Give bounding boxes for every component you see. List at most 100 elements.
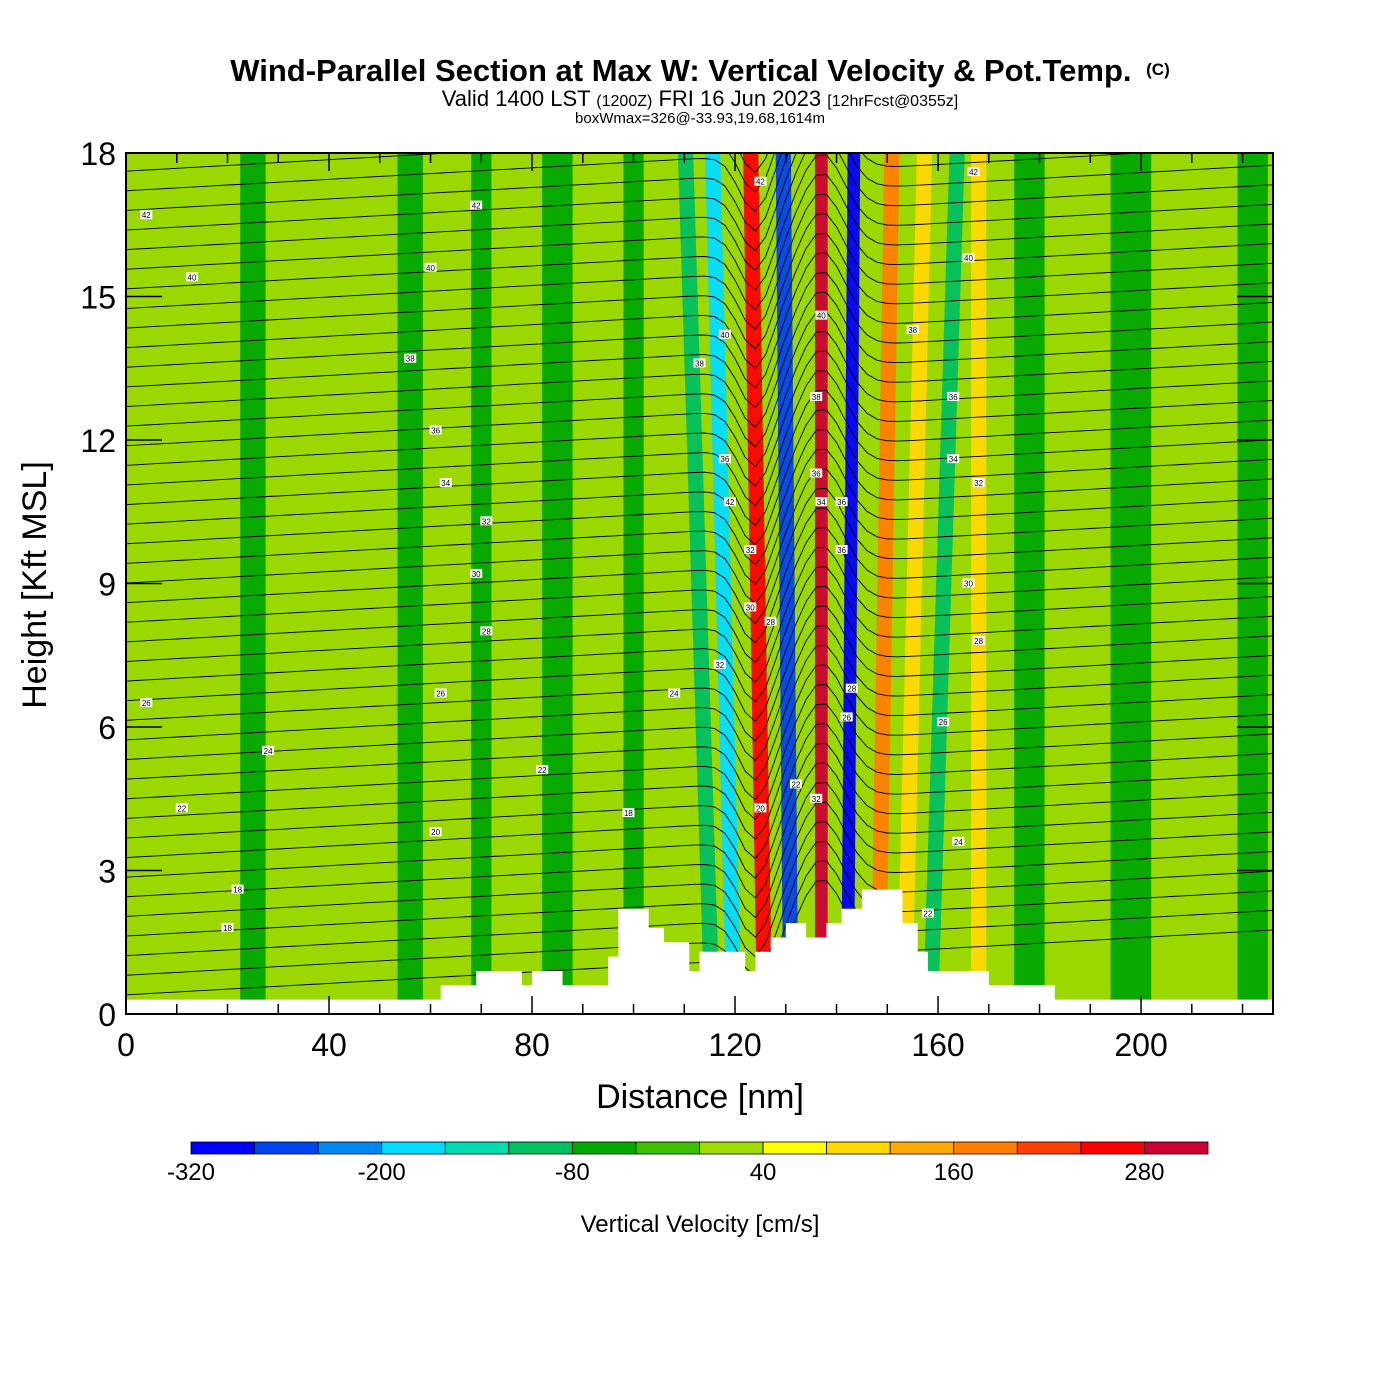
velocity-band: [971, 153, 987, 1014]
contour-label-text: 26: [842, 713, 851, 722]
contour-label: 24: [952, 836, 965, 847]
contour-label-bg: [480, 626, 493, 636]
colorbar-tick-label: 160: [934, 1159, 974, 1186]
colorbar-swatch: [699, 1141, 764, 1155]
theta-contour-line: [126, 762, 1273, 899]
theta-contour-line: [126, 174, 1273, 311]
contour-label-text: 22: [177, 804, 186, 813]
theta-contour-line: [126, 429, 1273, 566]
contour-label-bg: [668, 688, 681, 698]
theta-contour-line: [126, 350, 1273, 487]
contour-label-bg: [810, 793, 823, 803]
copyright-mark: (C): [1146, 60, 1170, 79]
theta-contour-line: [126, 311, 1273, 448]
contour-label: 32: [744, 545, 757, 555]
contour-label-text: 32: [482, 517, 491, 526]
contour-label-bg: [536, 765, 549, 775]
colorbar-swatch: [889, 1141, 955, 1155]
contour-label-text: 36: [949, 393, 958, 402]
contour-label-bg: [952, 836, 965, 846]
contour-label: 42: [723, 497, 736, 507]
contour-label-text: 20: [756, 804, 765, 813]
contour-label: 28: [972, 635, 985, 646]
theta-contour-line: [126, 468, 1273, 605]
contour-label-bg: [845, 683, 858, 693]
contour-label-text: 22: [791, 780, 800, 789]
colorbar-label: Vertical Velocity [cm/s]: [581, 1211, 820, 1238]
colorbar-swatch: [1016, 1141, 1082, 1155]
contour-label-text: 26: [939, 718, 948, 727]
plot-area: 42 42 42 42 40 40 40 40 38 38 40 38 36 36 38 34 36 34 36 32…: [126, 153, 1273, 1014]
contour-label-text: 28: [974, 637, 983, 646]
contour-label: 22: [175, 803, 188, 813]
contour-label-text: 36: [812, 469, 821, 478]
contour-label: 24: [668, 688, 681, 699]
x-tick-label: 0: [117, 1027, 135, 1063]
contour-label-text: 34: [441, 479, 450, 488]
contour-label: 18: [221, 922, 234, 933]
contour-label-bg: [718, 454, 731, 464]
contour-label-text: 18: [233, 886, 242, 895]
contour-label: 26: [840, 712, 853, 722]
colorbar-swatch: [571, 1141, 637, 1155]
contour-label-bg: [962, 253, 975, 263]
contour-label: 38: [404, 353, 417, 364]
contour-label-bg: [470, 568, 483, 578]
x-tick-label: 80: [514, 1027, 550, 1063]
contour-label-text: 38: [908, 326, 917, 335]
contour-label-text: 32: [746, 546, 755, 555]
colorbar-swatch: [953, 1141, 1018, 1155]
contour-label-text: 22: [538, 766, 547, 775]
contour-label: 22: [536, 765, 549, 775]
contour-label: 32: [713, 659, 726, 670]
contour-label-text: 38: [406, 355, 415, 364]
contour-label-text: 40: [817, 312, 826, 321]
contour-label: 40: [718, 329, 731, 340]
theta-contour-line: [126, 213, 1273, 350]
theta-contour-line: [126, 153, 776, 193]
contour-label: 24: [262, 745, 275, 756]
y-tick-label: 0: [98, 997, 116, 1033]
theta-contour-line: [126, 389, 1273, 526]
contour-label-bg: [789, 779, 802, 789]
theta-contour-line: [126, 370, 1273, 507]
colorbar-tick-label: 280: [1124, 1159, 1164, 1186]
contour-label-bg: [937, 717, 950, 727]
contour-label-text: 26: [142, 699, 151, 708]
subtitle-date: FRI 16 Jun 2023: [658, 86, 821, 111]
velocity-band: [841, 153, 861, 1014]
contour-label: 42: [140, 210, 153, 220]
theta-contour-line: [126, 723, 1273, 860]
velocity-band: [677, 153, 720, 1014]
velocity-band: [705, 153, 742, 1014]
colorbar-swatch: [508, 1141, 573, 1155]
theta-contour-line: [126, 291, 1273, 428]
contour-label-text: 28: [482, 627, 491, 636]
velocity-band: [743, 153, 773, 1014]
contour-label-text: 36: [431, 426, 440, 435]
theta-contour-line: [126, 232, 1273, 370]
chart-title-text: Wind-Parallel Section at Max W: Vertical…: [230, 53, 1131, 88]
contour-label-bg: [140, 698, 153, 708]
contour-label-text: 28: [847, 685, 856, 694]
contour-label-text: 18: [223, 924, 232, 933]
subtitle-utc: (1200Z): [596, 93, 652, 110]
contour-label-text: 34: [949, 455, 958, 464]
contour-label: 34: [947, 454, 960, 464]
contour-label-bg: [754, 803, 767, 813]
contour-label-bg: [967, 167, 980, 177]
contour-label: 40: [424, 262, 437, 273]
contour-label-bg: [810, 391, 823, 401]
contour-label-bg: [906, 324, 919, 334]
terrain-mask: [126, 889, 1273, 1014]
contour-label-bg: [764, 616, 777, 626]
colorbar-swatch: [444, 1141, 510, 1155]
contour-label: 32: [972, 478, 985, 488]
velocity-band: [814, 153, 828, 1014]
colorbar-swatch: [254, 1141, 319, 1155]
colorbar-tick-label: -200: [358, 1159, 406, 1186]
contour-label: 42: [967, 167, 980, 177]
x-tick-label: 200: [1114, 1027, 1167, 1063]
colorbar-swatch: [1144, 1141, 1209, 1155]
